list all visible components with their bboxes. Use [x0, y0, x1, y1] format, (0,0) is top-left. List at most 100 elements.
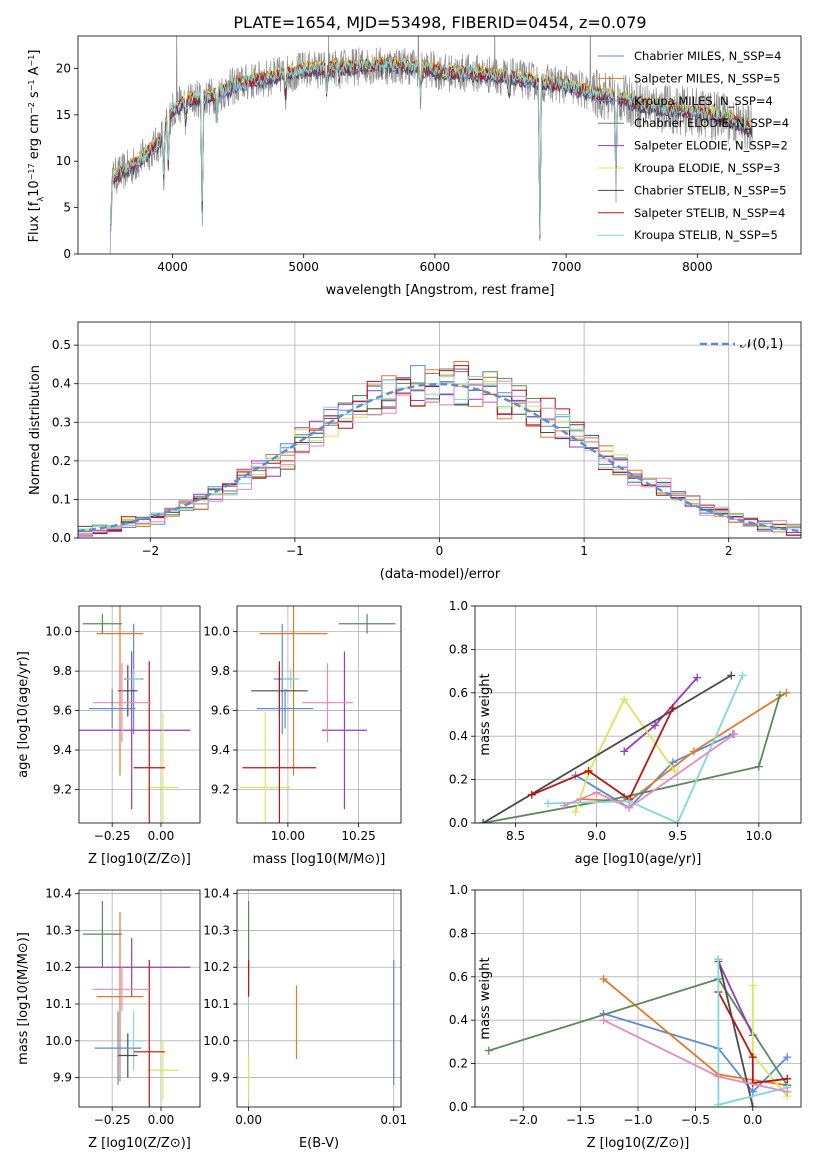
y-tick-label: 0.4: [449, 729, 468, 743]
legend-entry: Salpeter ELODIE, N_SSP=2: [634, 139, 788, 153]
weight-marker: [584, 766, 593, 775]
weight-marker: [714, 1072, 723, 1081]
residuals-plot-area: [78, 361, 801, 538]
spectrum-axes: [74, 68, 698, 258]
y-tick-label: 9.4: [211, 743, 230, 757]
age_vs_Z-y-label: age [log10(age/yr)]: [16, 651, 31, 778]
legend-entry: Salpeter STELIB, N_SSP=4: [634, 206, 785, 220]
x-tick-label: 2: [725, 544, 733, 558]
y-tick-label: 0.1: [52, 492, 71, 506]
y-tick-label: 10.3: [45, 923, 72, 937]
y-tick-label: 15: [56, 108, 71, 122]
mass_vs_Z-plot-area: [79, 901, 191, 1107]
x-tick-label: 8000: [682, 260, 713, 274]
y-tick-label: 9.4: [53, 743, 72, 757]
y-tick-label: 0.8: [449, 926, 468, 940]
x-tick-label: 9.0: [587, 829, 606, 843]
weight-marker: [727, 671, 736, 680]
x-tick-label: 4000: [157, 260, 188, 274]
x-tick-label: −1: [286, 544, 304, 558]
age_vs_mass-frame: [236, 605, 402, 824]
y-tick-label: 10.2: [45, 960, 72, 974]
y-tick-label: 0.0: [449, 1100, 468, 1114]
weight-marker: [625, 803, 634, 812]
weight-series-line: [547, 675, 744, 823]
weight_vs_age-plot-area: [479, 671, 791, 823]
age_vs_mass-axes: [233, 606, 401, 827]
y-tick-label: 9.2: [211, 782, 230, 796]
x-tick-label: 8.5: [506, 829, 525, 843]
x-tick-label: 6000: [420, 260, 451, 274]
y-tick-label: 10.2: [203, 960, 230, 974]
y-tick-label: 0.0: [449, 816, 468, 830]
y-tick-label: 10.0: [203, 1034, 230, 1048]
weight-marker: [775, 690, 784, 699]
residual-histogram: [78, 380, 801, 538]
y-tick-label: 0.2: [449, 1057, 468, 1071]
weight-series-line: [574, 697, 676, 813]
y-tick-label: 10.0: [203, 625, 230, 639]
x-tick-label: −0.5: [681, 1113, 710, 1127]
y-tick-label: 10.0: [45, 625, 72, 639]
weight-marker: [668, 703, 677, 712]
weight-marker: [730, 730, 739, 739]
x-tick-label: −0.25: [94, 1113, 131, 1127]
mass_vs_EBV-plot-area: [248, 901, 395, 1100]
x-tick-label: −1.5: [566, 1113, 595, 1127]
x-tick-label: 1: [580, 544, 588, 558]
weight_vs_Z-plot-area: [484, 955, 792, 1107]
x-tick-label: 10.00: [271, 829, 305, 843]
age_vs_Z-frame: [78, 605, 201, 824]
weight-marker: [599, 1016, 608, 1025]
x-tick-label: 0.01: [380, 1113, 407, 1127]
weight_vs_Z-axes: [471, 889, 801, 1111]
weight-marker: [651, 721, 660, 730]
x-tick-label: 5000: [288, 260, 319, 274]
weight-series-line: [717, 961, 754, 1036]
weight-series-line: [717, 959, 754, 1107]
x-tick-label: 0: [436, 544, 444, 558]
y-tick-label: 0: [63, 247, 71, 261]
x-tick-label: 7000: [551, 260, 582, 274]
age_vs_Z-x-label: Z [log10(Z/Z⊙)]: [88, 852, 191, 867]
weight-marker: [592, 788, 601, 797]
y-tick-label: 9.6: [53, 704, 72, 718]
weight_vs_Z-frame: [474, 889, 802, 1108]
y-tick-label: 10: [56, 154, 71, 168]
weight-series-line: [563, 733, 736, 809]
mass_vs_EBV-frame: [236, 889, 402, 1108]
weight-marker: [748, 981, 757, 990]
legend-entry: Kroupa STELIB, N_SSP=5: [634, 228, 778, 242]
weight-marker: [668, 758, 677, 767]
figure-title: PLATE=1654, MJD=53498, FIBERID=0454, z=0…: [233, 13, 646, 32]
weight-marker: [748, 1053, 757, 1062]
weight-marker: [714, 955, 723, 964]
x-tick-label: 0.00: [235, 1113, 262, 1127]
weight-marker: [527, 790, 536, 799]
spectrum-frame: [77, 35, 802, 255]
weight-marker: [620, 747, 629, 756]
legend-entry: Salpeter MILES, N_SSP=5: [634, 71, 780, 85]
weight-series-line: [531, 707, 674, 801]
legend-entry: Kroupa MILES, N_SSP=4: [634, 94, 773, 108]
y-tick-label: 9.8: [53, 664, 72, 678]
y-tick-label: 10.0: [45, 1034, 72, 1048]
y-tick-label: 10.4: [45, 887, 72, 901]
x-tick-label: 0.00: [148, 1113, 175, 1127]
weight-marker: [560, 801, 569, 810]
y-tick-label: 1.0: [449, 599, 468, 613]
y-tick-label: 0.5: [52, 338, 71, 352]
legend-entry: 𝒩(0,1): [740, 337, 783, 352]
weight-marker: [543, 799, 552, 808]
weight-marker: [714, 1100, 723, 1107]
mass_vs_Z-axes: [75, 890, 200, 1111]
x-tick-label: 0.00: [148, 829, 175, 843]
spectrum-x-label: wavelength [Angstrom, rest frame]: [326, 283, 555, 298]
weight-series-line: [482, 674, 732, 823]
y-tick-label: 20: [56, 61, 71, 75]
legend-entry: Chabrier ELODIE, N_SSP=4: [634, 116, 789, 130]
weight-marker: [673, 819, 682, 823]
weight-marker: [693, 673, 702, 682]
y-tick-label: 0.0: [52, 531, 71, 545]
